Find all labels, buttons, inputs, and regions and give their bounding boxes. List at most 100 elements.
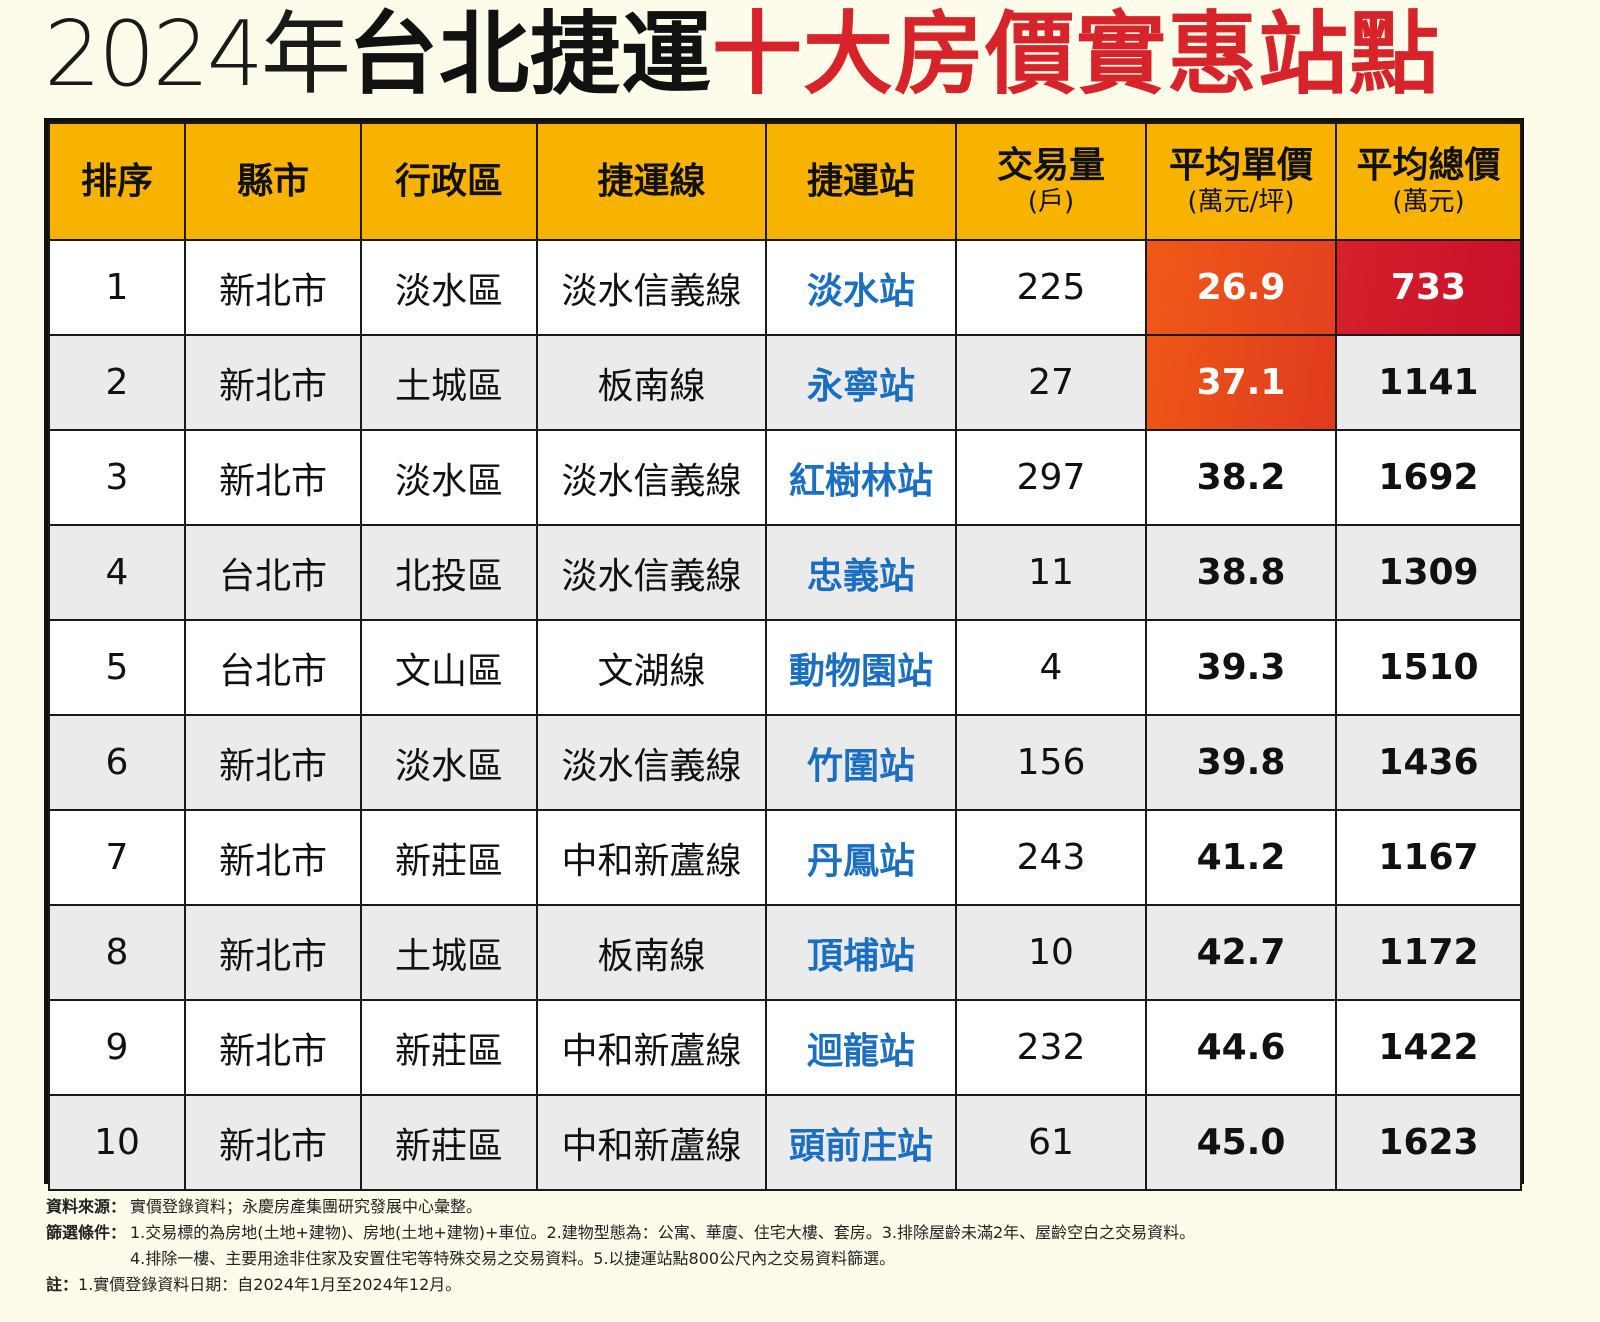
cell-city: 台北市 <box>184 619 362 716</box>
title-year: 2024年 <box>44 2 351 107</box>
cell-volume: 297 <box>955 429 1147 526</box>
cell-station: 迴龍站 <box>765 999 957 1096</box>
cell-city: 新北市 <box>184 334 362 431</box>
cell-station: 忠義站 <box>765 524 957 621</box>
note-label: 註： <box>46 1275 79 1294</box>
cell-total-price: 1309 <box>1335 524 1522 621</box>
source-text: 實價登錄資料；永慶房產集團研究發展中心彙整。 <box>130 1197 483 1216</box>
header-volume: 交易量 (戶) <box>955 122 1147 241</box>
note-text: 1.實價登錄資料日期：自2024年1月至2024年12月。 <box>78 1275 462 1294</box>
cell-unit-price: 44.6 <box>1145 999 1337 1096</box>
cell-total-price: 1167 <box>1335 809 1522 906</box>
cell-volume: 156 <box>955 714 1147 811</box>
cell-station: 竹圍站 <box>765 714 957 811</box>
cell-line: 板南線 <box>536 334 767 431</box>
cell-volume: 11 <box>955 524 1147 621</box>
header-rank: 排序 <box>48 122 186 241</box>
cell-total-price: 1172 <box>1335 904 1522 1001</box>
cell-total-price: 1141 <box>1335 334 1522 431</box>
cell-district: 新莊區 <box>360 999 538 1096</box>
cell-line: 淡水信義線 <box>536 524 767 621</box>
cell-station: 丹鳳站 <box>765 809 957 906</box>
cell-line: 板南線 <box>536 904 767 1001</box>
cell-total-price: 1422 <box>1335 999 1522 1096</box>
date-note: 註： 1.實價登錄資料日期：自2024年1月至2024年12月。 <box>46 1272 1546 1298</box>
table-row: 4 台北市 北投區 淡水信義線 忠義站 11 38.8 1309 <box>48 524 1522 621</box>
cell-district: 土城區 <box>360 334 538 431</box>
filter-label: 篩選條件： <box>46 1223 127 1242</box>
cell-district: 文山區 <box>360 619 538 716</box>
cell-rank: 5 <box>48 619 186 716</box>
cell-unit-price: 39.8 <box>1145 714 1337 811</box>
cell-station: 動物園站 <box>765 619 957 716</box>
table-row: 2 新北市 土城區 板南線 永寧站 27 37.1 1141 <box>48 334 1522 431</box>
cell-rank: 7 <box>48 809 186 906</box>
cell-unit-price: 26.9 <box>1145 239 1337 336</box>
header-line: 捷運線 <box>536 122 767 241</box>
cell-line: 淡水信義線 <box>536 239 767 336</box>
cell-volume: 4 <box>955 619 1147 716</box>
cell-line: 中和新蘆線 <box>536 1094 767 1191</box>
title-subject: 台北捷運 <box>348 2 713 107</box>
footnotes: 資料來源： 實價登錄資料；永慶房產集團研究發展中心彙整。 篩選條件： 1.交易標… <box>46 1194 1546 1298</box>
filter-note: 篩選條件： 1.交易標的為房地(土地+建物)、房地(土地+建物)+車位。2.建物… <box>46 1220 1546 1246</box>
header-total-price-unit: (萬元) <box>1392 187 1465 218</box>
cell-unit-price: 39.3 <box>1145 619 1337 716</box>
cell-station: 紅樹林站 <box>765 429 957 526</box>
filter-text-2: 4.排除一樓、主要用途非住家及安置住宅等特殊交易之交易資料。5.以捷運站點800… <box>130 1249 896 1268</box>
cell-city: 新北市 <box>184 714 362 811</box>
cell-unit-price: 38.2 <box>1145 429 1337 526</box>
cell-unit-price: 41.2 <box>1145 809 1337 906</box>
cell-district: 新莊區 <box>360 809 538 906</box>
source-label: 資料來源： <box>46 1197 127 1216</box>
cell-rank: 8 <box>48 904 186 1001</box>
cell-district: 新莊區 <box>360 1094 538 1191</box>
filter-note-continued: 4.排除一樓、主要用途非住家及安置住宅等特殊交易之交易資料。5.以捷運站點800… <box>46 1246 1546 1272</box>
source-note: 資料來源： 實價登錄資料；永慶房產集團研究發展中心彙整。 <box>46 1194 1546 1220</box>
table-row: 7 新北市 新莊區 中和新蘆線 丹鳳站 243 41.2 1167 <box>48 809 1522 906</box>
table-row: 10 新北市 新莊區 中和新蘆線 頭前庄站 61 45.0 1623 <box>48 1094 1522 1191</box>
cell-city: 新北市 <box>184 809 362 906</box>
table-row: 1 新北市 淡水區 淡水信義線 淡水站 225 26.9 733 <box>48 239 1522 336</box>
cell-city: 台北市 <box>184 524 362 621</box>
cell-volume: 10 <box>955 904 1147 1001</box>
cell-city: 新北市 <box>184 239 362 336</box>
cell-station: 永寧站 <box>765 334 957 431</box>
cell-district: 淡水區 <box>360 714 538 811</box>
cell-district: 北投區 <box>360 524 538 621</box>
cell-volume: 243 <box>955 809 1147 906</box>
cell-total-price: 1692 <box>1335 429 1522 526</box>
cell-rank: 4 <box>48 524 186 621</box>
cell-total-price: 733 <box>1335 239 1522 336</box>
cell-district: 土城區 <box>360 904 538 1001</box>
cell-rank: 2 <box>48 334 186 431</box>
cell-line: 淡水信義線 <box>536 714 767 811</box>
header-station: 捷運站 <box>765 122 957 241</box>
cell-city: 新北市 <box>184 904 362 1001</box>
cell-district: 淡水區 <box>360 239 538 336</box>
title-highlight: 十大房價實惠站點 <box>712 2 1441 107</box>
filter-text-1: 1.交易標的為房地(土地+建物)、房地(土地+建物)+車位。2.建物型態為：公寓… <box>130 1223 1196 1242</box>
cell-rank: 10 <box>48 1094 186 1191</box>
page-title: 2024年 台北捷運 十大房價實惠站點 <box>44 0 1440 110</box>
header-total-price: 平均總價 (萬元) <box>1335 122 1522 241</box>
table-row: 5 台北市 文山區 文湖線 動物園站 4 39.3 1510 <box>48 619 1522 716</box>
cell-station: 淡水站 <box>765 239 957 336</box>
header-unit-price-unit: (萬元/坪) <box>1187 187 1295 218</box>
header-district: 行政區 <box>360 122 538 241</box>
header-volume-unit: (戶) <box>1027 187 1075 218</box>
cell-total-price: 1436 <box>1335 714 1522 811</box>
cell-line: 中和新蘆線 <box>536 999 767 1096</box>
header-unit-price: 平均單價 (萬元/坪) <box>1145 122 1337 241</box>
ranking-table-container: 排序 縣市 行政區 捷運線 捷運站 交易量 (戶) 平均單價 (萬元/坪) 平均總價… <box>44 118 1524 1191</box>
cell-volume: 225 <box>955 239 1147 336</box>
cell-district: 淡水區 <box>360 429 538 526</box>
ranking-table: 排序 縣市 行政區 捷運線 捷運站 交易量 (戶) 平均單價 (萬元/坪) 平均總價… <box>48 122 1522 1191</box>
cell-city: 新北市 <box>184 999 362 1096</box>
cell-rank: 6 <box>48 714 186 811</box>
cell-unit-price: 42.7 <box>1145 904 1337 1001</box>
cell-line: 中和新蘆線 <box>536 809 767 906</box>
cell-rank: 9 <box>48 999 186 1096</box>
cell-rank: 1 <box>48 239 186 336</box>
cell-volume: 61 <box>955 1094 1147 1191</box>
